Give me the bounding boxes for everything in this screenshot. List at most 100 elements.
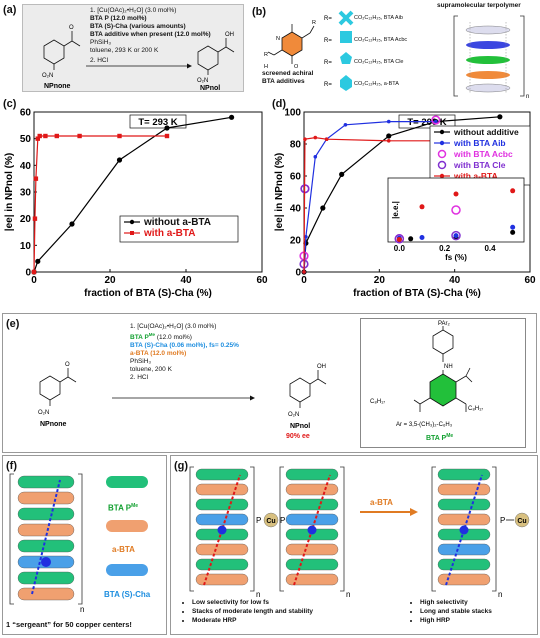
y-axis-label: |ee| in NPnol (%) <box>4 153 15 231</box>
g-right-point-2: Long and stable stacks <box>420 607 492 616</box>
e-par2-label: PAr₂ <box>438 321 451 327</box>
panel-e-label: (e) <box>6 318 20 330</box>
e-nh-label: NH <box>444 364 453 370</box>
data-point <box>54 133 59 139</box>
g-p-label-1: P <box>256 516 261 525</box>
e-cond-6: toluene, 200 K <box>130 366 172 374</box>
bta-core-structure <box>267 24 315 64</box>
b-r-label-3: R= <box>324 60 332 66</box>
npnol-label: NPnol <box>200 85 220 92</box>
f-legend-bta-p-text: BTA P <box>108 503 132 513</box>
data-point <box>33 176 39 181</box>
g-left-point-3: Moderate HRP <box>192 616 313 625</box>
stack-disc <box>285 468 339 481</box>
inset-x-tick-label: 0.2 <box>439 244 451 253</box>
e-cond-7: 2. HCl <box>130 374 149 382</box>
inset-y-label: |e.e.| <box>391 201 400 219</box>
e-npnol-label: NPnol <box>290 423 310 430</box>
legend-box <box>429 125 531 186</box>
a-o-label: O <box>69 25 74 31</box>
panel-c-label: (c) <box>3 98 17 110</box>
y-tick-label: 60 <box>20 108 32 119</box>
g-arrow-label: a-BTA <box>370 498 393 507</box>
inset-point <box>408 236 414 242</box>
stack-disc <box>285 498 339 511</box>
inset-point <box>510 224 516 230</box>
bta-acbc-icon: R= <box>324 31 352 44</box>
stack-disc <box>437 558 491 571</box>
e-cond-5: PhSiH₃ <box>130 358 152 366</box>
inset-point <box>419 235 425 241</box>
legend-marker <box>437 160 447 170</box>
data-point <box>302 270 306 274</box>
stack-n-label: n <box>346 590 350 599</box>
f-n-label: n <box>80 605 84 614</box>
data-point <box>343 123 348 127</box>
legend-label: without additive <box>453 127 519 137</box>
e-c8-right: C₈H₁₇ <box>468 406 483 412</box>
panel-f-frame <box>2 455 167 635</box>
b-r-suffix-3: CO₂C₁₂H₂₅, BTA Cle <box>354 59 404 65</box>
stack-disc <box>195 498 249 511</box>
y-tick-label: 20 <box>20 214 32 225</box>
g-p-label-3: P <box>500 516 505 525</box>
y-tick-label: 30 <box>20 188 32 199</box>
x-axis-label: fraction of BTA (S)-Cha (%) <box>353 288 481 299</box>
stack-bracket-right <box>250 466 255 592</box>
g-cu-label-2: Cu <box>517 518 526 525</box>
bta-pme-structure: PAr₂ NH C₈H₁₇ C₈H₁₇ Ar = 3,5-(CH₃)₂-C₆H₃… <box>370 321 483 442</box>
e-npnol-structure <box>289 370 327 408</box>
data-point <box>77 133 82 139</box>
data-point <box>304 235 308 239</box>
stack-bracket-left <box>279 466 284 592</box>
data-point <box>116 157 123 163</box>
legend-marker <box>437 149 447 159</box>
f-legend-bta-p-sup: Me <box>131 503 139 509</box>
a-cond-5: PhSiH₃ <box>90 39 112 46</box>
panel-f-label: (f) <box>6 460 17 472</box>
data-point <box>303 137 307 141</box>
x-tick-label: 60 <box>256 275 268 286</box>
data-point <box>31 269 37 275</box>
data-point <box>320 205 326 211</box>
series-line <box>33 135 167 273</box>
g-cu-circle <box>263 512 279 528</box>
y-tick-label: 40 <box>290 204 302 215</box>
panel-g-label: (g) <box>174 460 189 472</box>
e-bta-pme-name: BTA PMe <box>426 433 453 442</box>
stack-disc <box>437 573 491 586</box>
stack-chiral-unit <box>459 525 469 535</box>
inset-x-label: fs (%) <box>445 253 467 262</box>
panel-e-frame <box>2 313 537 453</box>
stack-disc <box>285 558 339 571</box>
g-left-point-1: Low selectivity for low fs <box>192 598 313 607</box>
chart-d: 0 20 40 60 0 20 40 60 80 100 fraction of BTA (S)-C… <box>274 108 536 300</box>
panel-a-conditions: 1. [Cu(OAc)₂•H₂O] (3.0 mol%) BTA P (12.0… <box>90 7 240 65</box>
panel-g-frame <box>170 455 538 635</box>
stack-disc <box>437 543 491 556</box>
data-point <box>43 133 48 139</box>
y-tick-label: 80 <box>290 140 302 151</box>
legend-marker <box>130 231 134 235</box>
panel-b-label: (b) <box>252 6 267 18</box>
inset-point <box>451 230 461 241</box>
stack-bracket-left <box>431 466 436 592</box>
data-point <box>69 221 75 227</box>
e-cond-2-sup: Me <box>148 332 156 337</box>
e-o-label: O <box>65 362 70 368</box>
legend-label: with BTA Cle <box>453 160 506 170</box>
panel-e-conditions: 1. [Cu(OAc)₂•H₂O] (3.0 mol%) BTA PMe (12… <box>130 323 280 382</box>
data-point <box>431 115 441 125</box>
b-r-suffix-4: CO₂C₁₂H₂₅, a-BTA <box>354 81 399 87</box>
legend-label: with a-BTA <box>453 171 498 181</box>
g-p-label-2: P <box>280 516 285 525</box>
b-r-label-2: R= <box>324 38 332 44</box>
data-point <box>35 136 40 141</box>
g-right-point-1: High selectivity <box>420 598 492 607</box>
x-tick-label: 0 <box>31 275 37 286</box>
stack-disc <box>437 498 491 511</box>
series-line <box>33 116 232 273</box>
e-ar-label: Ar = 3,5-(CH₃)₂-C₆H₃ <box>396 422 453 428</box>
data-point <box>324 137 329 141</box>
b-additives-label: screened achiral BTA additives <box>262 70 314 85</box>
